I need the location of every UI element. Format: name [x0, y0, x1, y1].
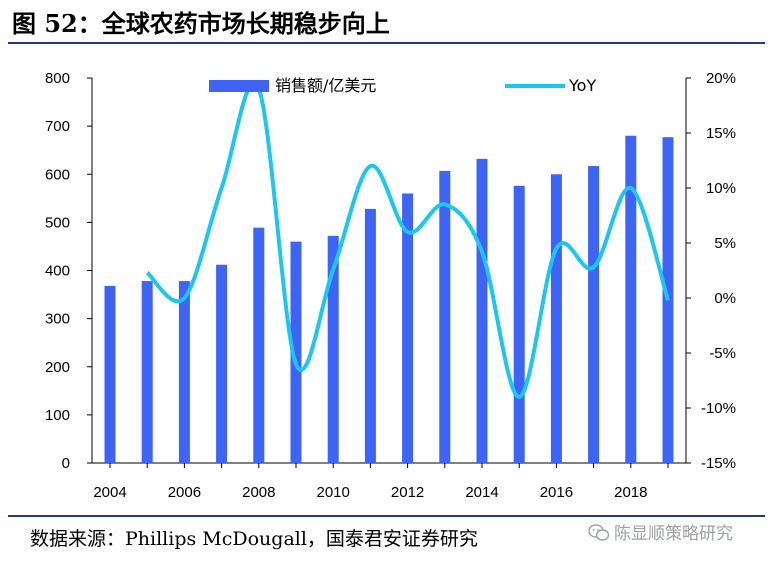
- right-tick-label: 15%: [706, 125, 736, 142]
- x-tick-label: 2006: [168, 484, 201, 501]
- legend-line-label: YoY: [568, 76, 596, 95]
- right-tick-label: 0%: [714, 290, 736, 307]
- bar: [402, 193, 414, 463]
- bar: [588, 166, 600, 463]
- left-tick-label: 100: [45, 407, 70, 424]
- left-tick-label: 700: [45, 118, 70, 135]
- right-tick-label: -15%: [701, 455, 736, 472]
- right-tick-label: -10%: [701, 400, 736, 417]
- right-tick-label: 5%: [714, 235, 736, 252]
- legend-bar-label: 销售额/亿美元: [275, 76, 376, 95]
- bar: [476, 158, 488, 463]
- bar: [141, 281, 153, 463]
- left-tick-label: 300: [45, 311, 70, 328]
- left-tick-label: 200: [45, 359, 70, 376]
- x-tick-label: 2014: [465, 484, 498, 501]
- source-note: 数据来源：Phillips McDougall，国泰君安证券研究: [30, 528, 478, 550]
- right-tick-label: 20%: [706, 70, 736, 87]
- bar: [625, 135, 637, 463]
- chart: 0 100 200 300 400 500 600 700 800 -15% -10% -5% 0% 5%…: [45, 70, 736, 501]
- left-tick-label: 400: [45, 263, 70, 280]
- x-tick-label: 2008: [242, 484, 275, 501]
- source-rule: [8, 515, 765, 517]
- x-tick-label: 2012: [391, 484, 424, 501]
- x-tick-label: 2010: [317, 484, 350, 501]
- bar: [364, 208, 376, 463]
- bar: [216, 264, 228, 463]
- right-tick-label: 10%: [706, 180, 736, 197]
- watermark-text: 陈显顺策略研究: [614, 524, 733, 544]
- bar: [439, 170, 451, 463]
- yoy-line: [145, 81, 670, 400]
- title-rule: [8, 42, 765, 44]
- left-tick-label: 600: [45, 166, 70, 183]
- x-tick-label: 2004: [93, 484, 126, 501]
- bar: [550, 174, 562, 463]
- bar: [290, 241, 302, 463]
- bar: [513, 185, 525, 464]
- x-tick-label: 2016: [540, 484, 573, 501]
- right-tick-label: -5%: [709, 345, 736, 362]
- wechat-icon: [588, 524, 610, 541]
- bar: [104, 285, 116, 463]
- bar: [327, 235, 339, 463]
- left-tick-label: 800: [45, 70, 70, 87]
- bar: [253, 227, 265, 463]
- x-tick-label: 2018: [614, 484, 647, 501]
- watermark: 陈显顺策略研究: [588, 519, 733, 544]
- legend-bar-swatch: [209, 80, 269, 92]
- left-tick-label: 500: [45, 214, 70, 231]
- bar: [178, 281, 190, 463]
- left-tick-label: 0: [62, 455, 70, 472]
- figure-title: 图 52：全球农药市场长期稳步向上: [12, 9, 390, 38]
